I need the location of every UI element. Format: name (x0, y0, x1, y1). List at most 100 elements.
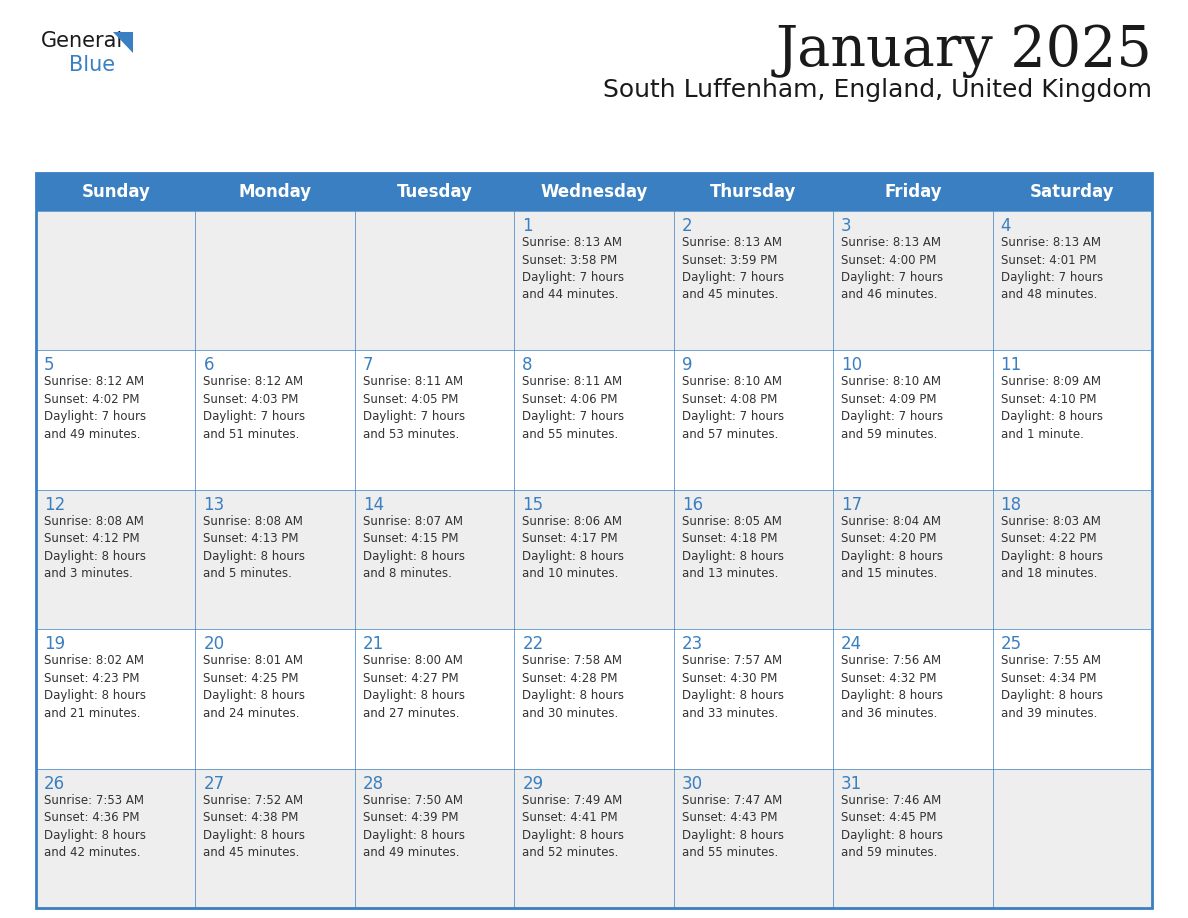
Bar (674, 768, 833, 908)
Bar (833, 490, 992, 629)
Text: 14: 14 (362, 496, 384, 514)
Text: Monday: Monday (239, 183, 311, 201)
Bar (196, 768, 355, 908)
Text: Blue: Blue (69, 55, 115, 75)
Text: Sunrise: 8:05 AM
Sunset: 4:18 PM
Daylight: 8 hours
and 13 minutes.: Sunrise: 8:05 AM Sunset: 4:18 PM Dayligh… (682, 515, 784, 580)
Text: Sunrise: 7:46 AM
Sunset: 4:45 PM
Daylight: 8 hours
and 59 minutes.: Sunrise: 7:46 AM Sunset: 4:45 PM Dayligh… (841, 793, 943, 859)
Bar (36, 490, 196, 629)
Text: 1: 1 (523, 217, 533, 235)
Bar (674, 629, 833, 768)
Bar (36, 211, 196, 351)
Bar (833, 351, 992, 490)
Text: Sunrise: 7:52 AM
Sunset: 4:38 PM
Daylight: 8 hours
and 45 minutes.: Sunrise: 7:52 AM Sunset: 4:38 PM Dayligh… (203, 793, 305, 859)
Text: Sunrise: 8:02 AM
Sunset: 4:23 PM
Daylight: 8 hours
and 21 minutes.: Sunrise: 8:02 AM Sunset: 4:23 PM Dayligh… (44, 655, 146, 720)
Text: 26: 26 (44, 775, 65, 792)
Text: 23: 23 (682, 635, 703, 654)
Bar (992, 211, 1152, 351)
Text: 7: 7 (362, 356, 373, 375)
Text: 22: 22 (523, 635, 544, 654)
Text: Sunrise: 8:06 AM
Sunset: 4:17 PM
Daylight: 8 hours
and 10 minutes.: Sunrise: 8:06 AM Sunset: 4:17 PM Dayligh… (523, 515, 624, 580)
Bar (196, 629, 355, 768)
Text: Sunrise: 8:10 AM
Sunset: 4:08 PM
Daylight: 7 hours
and 57 minutes.: Sunrise: 8:10 AM Sunset: 4:08 PM Dayligh… (682, 375, 784, 441)
Bar (196, 351, 355, 490)
Text: South Luffenham, England, United Kingdom: South Luffenham, England, United Kingdom (604, 78, 1152, 102)
Bar (992, 629, 1152, 768)
Text: Sunrise: 8:01 AM
Sunset: 4:25 PM
Daylight: 8 hours
and 24 minutes.: Sunrise: 8:01 AM Sunset: 4:25 PM Dayligh… (203, 655, 305, 720)
Bar (196, 490, 355, 629)
Bar (36, 173, 1152, 908)
Text: Friday: Friday (884, 183, 942, 201)
Text: 25: 25 (1000, 635, 1022, 654)
Bar (36, 768, 196, 908)
Text: 19: 19 (44, 635, 65, 654)
Text: Sunrise: 7:50 AM
Sunset: 4:39 PM
Daylight: 8 hours
and 49 minutes.: Sunrise: 7:50 AM Sunset: 4:39 PM Dayligh… (362, 793, 465, 859)
Text: Sunrise: 8:04 AM
Sunset: 4:20 PM
Daylight: 8 hours
and 15 minutes.: Sunrise: 8:04 AM Sunset: 4:20 PM Dayligh… (841, 515, 943, 580)
Text: 31: 31 (841, 775, 862, 792)
Text: Sunrise: 7:49 AM
Sunset: 4:41 PM
Daylight: 8 hours
and 52 minutes.: Sunrise: 7:49 AM Sunset: 4:41 PM Dayligh… (523, 793, 624, 859)
Text: Sunrise: 8:11 AM
Sunset: 4:06 PM
Daylight: 7 hours
and 55 minutes.: Sunrise: 8:11 AM Sunset: 4:06 PM Dayligh… (523, 375, 625, 441)
Text: 12: 12 (44, 496, 65, 514)
Bar (355, 351, 514, 490)
Text: Sunrise: 8:00 AM
Sunset: 4:27 PM
Daylight: 8 hours
and 27 minutes.: Sunrise: 8:00 AM Sunset: 4:27 PM Dayligh… (362, 655, 465, 720)
Text: 16: 16 (682, 496, 703, 514)
Text: 30: 30 (682, 775, 703, 792)
Bar (833, 629, 992, 768)
Bar (196, 211, 355, 351)
Bar (514, 768, 674, 908)
Bar (674, 351, 833, 490)
Text: Sunrise: 8:12 AM
Sunset: 4:03 PM
Daylight: 7 hours
and 51 minutes.: Sunrise: 8:12 AM Sunset: 4:03 PM Dayligh… (203, 375, 305, 441)
Text: Sunrise: 8:13 AM
Sunset: 3:58 PM
Daylight: 7 hours
and 44 minutes.: Sunrise: 8:13 AM Sunset: 3:58 PM Dayligh… (523, 236, 625, 301)
Text: 29: 29 (523, 775, 543, 792)
Text: Wednesday: Wednesday (541, 183, 647, 201)
Bar (992, 768, 1152, 908)
Bar (36, 629, 196, 768)
Bar (196, 173, 355, 211)
Text: Tuesday: Tuesday (397, 183, 473, 201)
Text: 9: 9 (682, 356, 693, 375)
Text: 27: 27 (203, 775, 225, 792)
Bar (833, 211, 992, 351)
Text: Sunrise: 7:57 AM
Sunset: 4:30 PM
Daylight: 8 hours
and 33 minutes.: Sunrise: 7:57 AM Sunset: 4:30 PM Dayligh… (682, 655, 784, 720)
Text: Thursday: Thursday (710, 183, 797, 201)
Text: 5: 5 (44, 356, 55, 375)
Text: General: General (42, 31, 124, 51)
Text: 28: 28 (362, 775, 384, 792)
Bar (992, 351, 1152, 490)
Bar (355, 629, 514, 768)
Bar (514, 211, 674, 351)
Text: 10: 10 (841, 356, 862, 375)
Text: January 2025: January 2025 (776, 23, 1152, 78)
Bar (514, 490, 674, 629)
Bar (36, 173, 196, 211)
Text: Sunrise: 7:47 AM
Sunset: 4:43 PM
Daylight: 8 hours
and 55 minutes.: Sunrise: 7:47 AM Sunset: 4:43 PM Dayligh… (682, 793, 784, 859)
Text: 4: 4 (1000, 217, 1011, 235)
Bar (355, 768, 514, 908)
Text: Sunrise: 8:11 AM
Sunset: 4:05 PM
Daylight: 7 hours
and 53 minutes.: Sunrise: 8:11 AM Sunset: 4:05 PM Dayligh… (362, 375, 465, 441)
Text: Sunrise: 8:12 AM
Sunset: 4:02 PM
Daylight: 7 hours
and 49 minutes.: Sunrise: 8:12 AM Sunset: 4:02 PM Dayligh… (44, 375, 146, 441)
Text: Sunrise: 8:08 AM
Sunset: 4:12 PM
Daylight: 8 hours
and 3 minutes.: Sunrise: 8:08 AM Sunset: 4:12 PM Dayligh… (44, 515, 146, 580)
Text: Sunrise: 8:10 AM
Sunset: 4:09 PM
Daylight: 7 hours
and 59 minutes.: Sunrise: 8:10 AM Sunset: 4:09 PM Dayligh… (841, 375, 943, 441)
Text: Sunrise: 8:13 AM
Sunset: 3:59 PM
Daylight: 7 hours
and 45 minutes.: Sunrise: 8:13 AM Sunset: 3:59 PM Dayligh… (682, 236, 784, 301)
Text: Sunday: Sunday (81, 183, 150, 201)
Text: 17: 17 (841, 496, 862, 514)
Text: 13: 13 (203, 496, 225, 514)
Bar (674, 490, 833, 629)
Bar (355, 490, 514, 629)
Text: Saturday: Saturday (1030, 183, 1114, 201)
Bar (992, 173, 1152, 211)
Text: 18: 18 (1000, 496, 1022, 514)
Text: 8: 8 (523, 356, 532, 375)
Bar (514, 351, 674, 490)
Text: 2: 2 (682, 217, 693, 235)
Text: 3: 3 (841, 217, 852, 235)
Bar (514, 173, 674, 211)
Text: Sunrise: 8:03 AM
Sunset: 4:22 PM
Daylight: 8 hours
and 18 minutes.: Sunrise: 8:03 AM Sunset: 4:22 PM Dayligh… (1000, 515, 1102, 580)
Text: Sunrise: 7:58 AM
Sunset: 4:28 PM
Daylight: 8 hours
and 30 minutes.: Sunrise: 7:58 AM Sunset: 4:28 PM Dayligh… (523, 655, 624, 720)
Text: Sunrise: 8:07 AM
Sunset: 4:15 PM
Daylight: 8 hours
and 8 minutes.: Sunrise: 8:07 AM Sunset: 4:15 PM Dayligh… (362, 515, 465, 580)
Bar (833, 173, 992, 211)
Text: Sunrise: 8:13 AM
Sunset: 4:01 PM
Daylight: 7 hours
and 48 minutes.: Sunrise: 8:13 AM Sunset: 4:01 PM Dayligh… (1000, 236, 1102, 301)
Bar (674, 173, 833, 211)
Text: Sunrise: 7:53 AM
Sunset: 4:36 PM
Daylight: 8 hours
and 42 minutes.: Sunrise: 7:53 AM Sunset: 4:36 PM Dayligh… (44, 793, 146, 859)
Text: Sunrise: 8:13 AM
Sunset: 4:00 PM
Daylight: 7 hours
and 46 minutes.: Sunrise: 8:13 AM Sunset: 4:00 PM Dayligh… (841, 236, 943, 301)
Bar (992, 490, 1152, 629)
